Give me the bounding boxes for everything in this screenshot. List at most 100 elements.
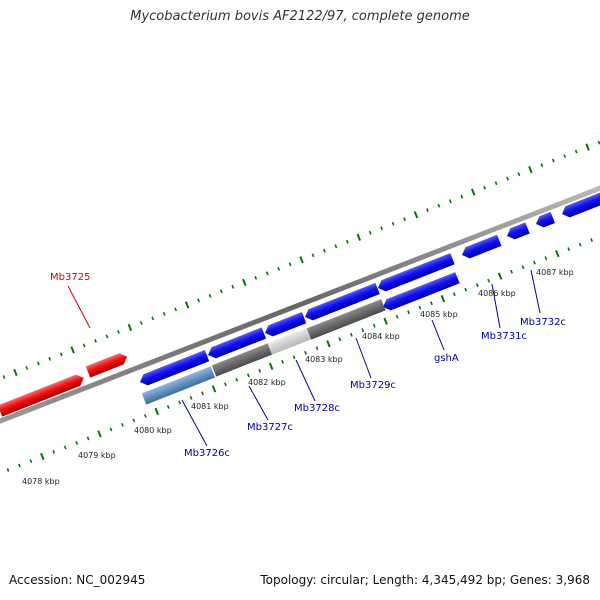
minor-tick bbox=[563, 154, 567, 159]
minor-tick bbox=[345, 239, 349, 244]
minor-tick bbox=[506, 176, 509, 181]
minor-tick bbox=[510, 269, 513, 274]
minor-tick bbox=[304, 350, 307, 355]
minor-tick bbox=[380, 226, 384, 231]
minor-tick bbox=[189, 395, 193, 400]
minor-tick bbox=[368, 230, 372, 235]
gene-arrow-mb3727c[interactable] bbox=[206, 327, 267, 360]
minor-tick bbox=[94, 339, 97, 343]
minor-tick bbox=[494, 181, 498, 186]
major-tick bbox=[127, 323, 133, 332]
minor-tick bbox=[361, 328, 365, 333]
minor-tick bbox=[86, 436, 90, 441]
minor-tick bbox=[132, 418, 136, 423]
minor-tick bbox=[551, 158, 555, 163]
minor-tick bbox=[418, 305, 422, 310]
minor-tick bbox=[311, 253, 315, 258]
minor-tick bbox=[208, 293, 212, 298]
kbp-label-4081: 4081 kbp bbox=[191, 402, 229, 411]
kbp-label-4085: 4085 kbp bbox=[420, 310, 458, 319]
major-tick bbox=[497, 272, 503, 280]
feature-block-dark-a[interactable] bbox=[211, 343, 273, 377]
pointer-mb3728c bbox=[295, 359, 316, 402]
minor-tick bbox=[6, 468, 10, 472]
gene-arrow-mb3728c[interactable] bbox=[263, 312, 307, 339]
minor-tick bbox=[36, 361, 40, 366]
feature-block-dark-b[interactable] bbox=[306, 299, 386, 340]
minor-tick bbox=[2, 375, 6, 379]
kbp-label-4079: 4079 kbp bbox=[78, 451, 116, 460]
minor-tick bbox=[323, 248, 326, 253]
gene-arrow-mb3726c[interactable] bbox=[138, 350, 210, 388]
minor-tick bbox=[197, 298, 200, 303]
minor-tick bbox=[487, 278, 491, 283]
kbp-label-4078: 4078 kbp bbox=[22, 477, 60, 486]
minor-tick bbox=[246, 373, 250, 378]
major-tick bbox=[413, 211, 419, 219]
minor-tick bbox=[25, 366, 29, 370]
major-tick bbox=[326, 340, 331, 348]
minor-tick bbox=[460, 194, 464, 199]
minor-tick bbox=[201, 391, 204, 396]
minor-tick bbox=[540, 163, 544, 168]
gene-arrow-mb3725-a[interactable] bbox=[0, 372, 86, 417]
minor-tick bbox=[403, 217, 406, 222]
gene-label-mb3731c[interactable]: Mb3731c bbox=[481, 331, 527, 342]
minor-tick bbox=[475, 283, 479, 288]
minor-tick bbox=[117, 329, 120, 334]
minor-tick bbox=[407, 310, 410, 315]
minor-tick bbox=[544, 256, 548, 261]
gene-label-mb3725[interactable]: Mb3725 bbox=[50, 272, 90, 283]
minor-tick bbox=[143, 413, 147, 418]
gene-label-gsha[interactable]: gshA bbox=[434, 353, 459, 364]
pointer-mb3729c bbox=[355, 337, 372, 379]
minor-tick bbox=[426, 208, 429, 213]
gene-arrow-upper-c[interactable] bbox=[534, 211, 555, 230]
gene-arrow-gsha[interactable] bbox=[381, 272, 460, 312]
accession-text: Accession: NC_002945 bbox=[9, 573, 146, 587]
minor-tick bbox=[533, 260, 536, 265]
minor-tick bbox=[349, 332, 353, 337]
gene-label-mb3729c[interactable]: Mb3729c bbox=[350, 380, 396, 391]
pointer-mb3725 bbox=[67, 285, 91, 329]
minor-tick bbox=[448, 199, 452, 204]
gene-arrow-mb3729c[interactable] bbox=[303, 282, 380, 323]
kbp-label-4087: 4087 kbp bbox=[536, 268, 574, 277]
minor-tick bbox=[372, 323, 376, 328]
minor-tick bbox=[437, 203, 441, 208]
major-tick bbox=[585, 143, 590, 151]
gene-label-mb3732c[interactable]: Mb3732c bbox=[520, 317, 566, 328]
inner-scale-ticks bbox=[6, 238, 594, 472]
gene-arrow-upper-a[interactable] bbox=[376, 253, 455, 293]
minor-tick bbox=[48, 357, 52, 361]
major-tick bbox=[211, 385, 217, 393]
gene-arrow-mb3725-b[interactable] bbox=[85, 351, 129, 378]
genome-summary-text: Topology: circular; Length: 4,345,492 bp… bbox=[260, 573, 590, 587]
major-tick bbox=[555, 250, 560, 258]
minor-tick bbox=[174, 307, 178, 312]
kbp-label-4086: 4086 kbp bbox=[478, 289, 516, 298]
major-tick bbox=[356, 233, 362, 241]
label-pointers bbox=[67, 269, 541, 447]
gene-label-mb3728c[interactable]: Mb3728c bbox=[294, 403, 340, 414]
minor-tick bbox=[578, 242, 582, 247]
pointer-gsha bbox=[431, 319, 445, 351]
minor-tick bbox=[178, 400, 182, 405]
pointer-mb3727c bbox=[248, 385, 269, 421]
gene-arrow-mb3731c[interactable] bbox=[460, 234, 502, 261]
major-tick bbox=[528, 166, 533, 174]
gene-label-mb3726c[interactable]: Mb3726c bbox=[184, 448, 230, 459]
feature-block-steel[interactable] bbox=[141, 366, 216, 405]
minor-tick bbox=[464, 287, 468, 292]
minor-tick bbox=[288, 262, 292, 267]
feature-block-light[interactable] bbox=[267, 328, 312, 355]
minor-tick bbox=[430, 301, 433, 306]
minor-tick bbox=[59, 352, 63, 357]
major-tick bbox=[383, 317, 388, 325]
minor-tick bbox=[483, 185, 487, 190]
minor-tick bbox=[121, 422, 124, 427]
gene-arrow-mb3732c[interactable] bbox=[560, 190, 600, 220]
gene-arrow-upper-b[interactable] bbox=[505, 222, 530, 241]
gene-label-mb3727c[interactable]: Mb3727c bbox=[247, 422, 293, 433]
